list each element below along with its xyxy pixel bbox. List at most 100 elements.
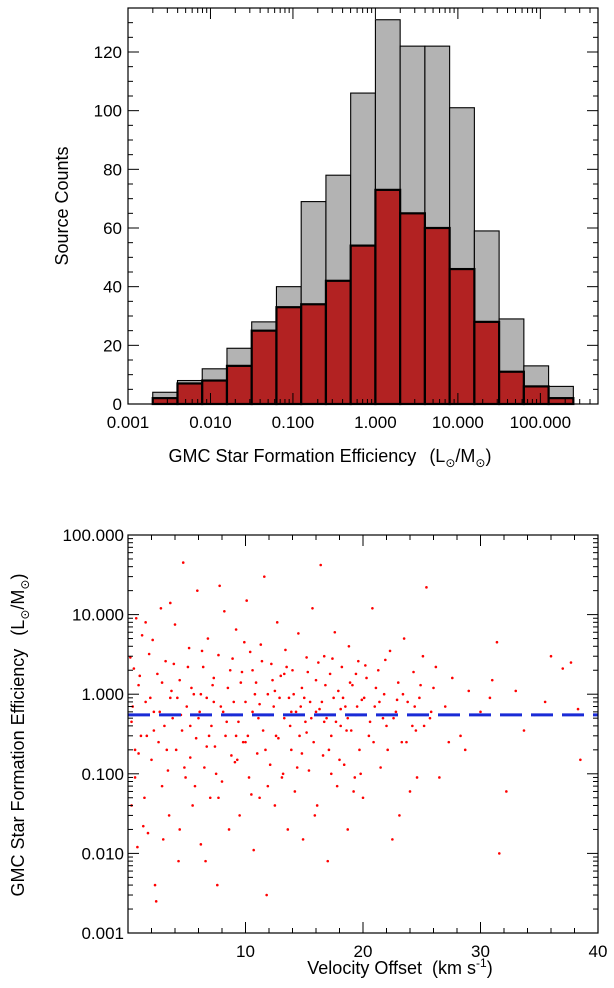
scatter-point-114 bbox=[332, 696, 335, 700]
scatter-point-106 bbox=[318, 707, 321, 711]
scatter-point-154 bbox=[432, 686, 435, 690]
scatter-point-64 bbox=[244, 700, 247, 704]
scatter-point-141 bbox=[391, 838, 394, 841]
scatter-point-79 bbox=[270, 662, 273, 666]
scatter-point-70 bbox=[254, 681, 258, 684]
scatter-point-42 bbox=[205, 696, 209, 700]
scatter-point-212 bbox=[218, 584, 221, 588]
scatter-point-83 bbox=[277, 736, 280, 740]
scatter-point-123 bbox=[347, 644, 351, 648]
scatter-point-103 bbox=[312, 740, 315, 744]
scatter-point-269 bbox=[339, 707, 342, 711]
scatter-plot-frame bbox=[127, 534, 599, 934]
scatter-point-202 bbox=[172, 662, 176, 666]
red-bar-6 bbox=[300, 303, 328, 406]
scatter-point-11 bbox=[150, 758, 153, 762]
scatter-point-75 bbox=[263, 575, 266, 578]
scatter-point-133 bbox=[367, 734, 371, 738]
scatter-point-193 bbox=[429, 710, 433, 714]
scatter-point-88 bbox=[286, 828, 290, 831]
scatter-point-256 bbox=[149, 696, 152, 700]
scatter-point-52 bbox=[223, 610, 226, 613]
scatter-point-190 bbox=[386, 748, 389, 752]
scatter-y-tick-label: 1.000 bbox=[81, 685, 124, 704]
scatter-point-181 bbox=[239, 681, 243, 684]
scatter-point-73 bbox=[259, 643, 263, 646]
scatter-point-158 bbox=[459, 734, 462, 738]
scatter-point-230 bbox=[299, 705, 303, 708]
scatter-point-119 bbox=[340, 665, 344, 669]
scatter-point-195 bbox=[522, 729, 526, 732]
histogram-x-axis-title: GMC Star Formation Efficiency bbox=[169, 446, 417, 466]
scatter-point-87 bbox=[284, 648, 287, 652]
scatter-point-151 bbox=[421, 654, 425, 658]
scatter-point-227 bbox=[288, 724, 292, 728]
scatter-point-276 bbox=[144, 621, 147, 624]
scatter-point-155 bbox=[438, 776, 441, 779]
scatter-point-59 bbox=[234, 628, 238, 631]
scatter-y-tick-label: 0.100 bbox=[81, 765, 124, 784]
scatter-point-211 bbox=[214, 772, 218, 776]
scatter-point-161 bbox=[488, 696, 492, 700]
scatter-point-207 bbox=[197, 716, 200, 720]
scatter-y-axis-label: GMC Star Formation Efficiency (L⊙/M⊙) bbox=[8, 574, 32, 897]
scatter-point-292 bbox=[381, 716, 385, 720]
scatter-point-3 bbox=[136, 845, 139, 849]
scatter-x-tick-label: 30 bbox=[471, 942, 490, 961]
scatter-point-271 bbox=[374, 686, 378, 690]
scatter-point-228 bbox=[292, 692, 295, 696]
scatter-point-20 bbox=[166, 769, 170, 772]
scatter-point-273 bbox=[413, 705, 417, 708]
scatter-point-171 bbox=[569, 661, 573, 664]
scatter-x-axis-units-close: ) bbox=[487, 958, 493, 978]
scatter-point-205 bbox=[190, 686, 193, 690]
histogram-y-axis-label: Source Counts bbox=[52, 146, 72, 265]
histogram-x-tick-label: 100.000 bbox=[510, 413, 571, 432]
scatter-point-254 bbox=[129, 656, 132, 659]
histogram-panel: 0.001 0.010 0.100 1.000 10.000 100.000 0 20 40 6… bbox=[52, 7, 599, 470]
scatter-point-164 bbox=[498, 852, 501, 855]
scatter-point-53 bbox=[224, 734, 227, 738]
scatter-point-46 bbox=[212, 676, 216, 680]
scatter-points bbox=[129, 561, 582, 903]
scatter-point-237 bbox=[331, 657, 334, 660]
scatter-point-60 bbox=[237, 720, 240, 724]
scatter-point-235 bbox=[324, 683, 327, 687]
scatter-point-257 bbox=[160, 681, 164, 684]
scatter-point-266 bbox=[290, 710, 293, 714]
scatter-point-22 bbox=[170, 689, 173, 693]
scatter-point-89 bbox=[287, 696, 291, 700]
histogram-x-axis-units-close: ) bbox=[485, 446, 491, 466]
scatter-point-169 bbox=[549, 654, 553, 658]
red-bar-3 bbox=[225, 364, 253, 406]
histogram-x-axis-units-sub2: ⊙ bbox=[475, 456, 485, 470]
histogram-x-ticks: 0.001 0.010 0.100 1.000 10.000 100.000 bbox=[107, 8, 599, 432]
scatter-point-23 bbox=[171, 716, 174, 720]
scatter-point-84 bbox=[279, 674, 283, 678]
scatter-point-63 bbox=[241, 740, 245, 744]
scatter-point-175 bbox=[141, 824, 145, 828]
scatter-point-12 bbox=[152, 710, 156, 714]
scatter-point-263 bbox=[244, 740, 247, 744]
scatter-point-215 bbox=[232, 700, 236, 704]
scatter-point-8 bbox=[144, 700, 147, 704]
scatter-point-74 bbox=[261, 729, 265, 732]
scatter-point-285 bbox=[266, 784, 270, 788]
scatter-point-174 bbox=[134, 616, 138, 620]
scatter-point-45 bbox=[210, 724, 213, 728]
scatter-point-286 bbox=[282, 672, 286, 676]
red-bar-7 bbox=[324, 279, 352, 406]
scatter-point-9 bbox=[146, 831, 150, 835]
histogram-y-tick-label: 0 bbox=[113, 395, 122, 414]
scatter-point-30 bbox=[184, 776, 187, 779]
scatter-point-18 bbox=[163, 724, 166, 728]
red-bar-2 bbox=[201, 379, 229, 406]
scatter-x-tick-label: 10 bbox=[236, 942, 255, 961]
scatter-point-170 bbox=[561, 667, 565, 670]
histogram-y-ticks: 0 20 40 60 80 100 120 bbox=[94, 22, 598, 414]
scatter-point-126 bbox=[353, 776, 357, 779]
scatter-point-35 bbox=[192, 692, 196, 696]
scatter-point-210 bbox=[211, 683, 214, 687]
scatter-point-241 bbox=[348, 681, 352, 684]
scatter-point-101 bbox=[308, 700, 312, 704]
